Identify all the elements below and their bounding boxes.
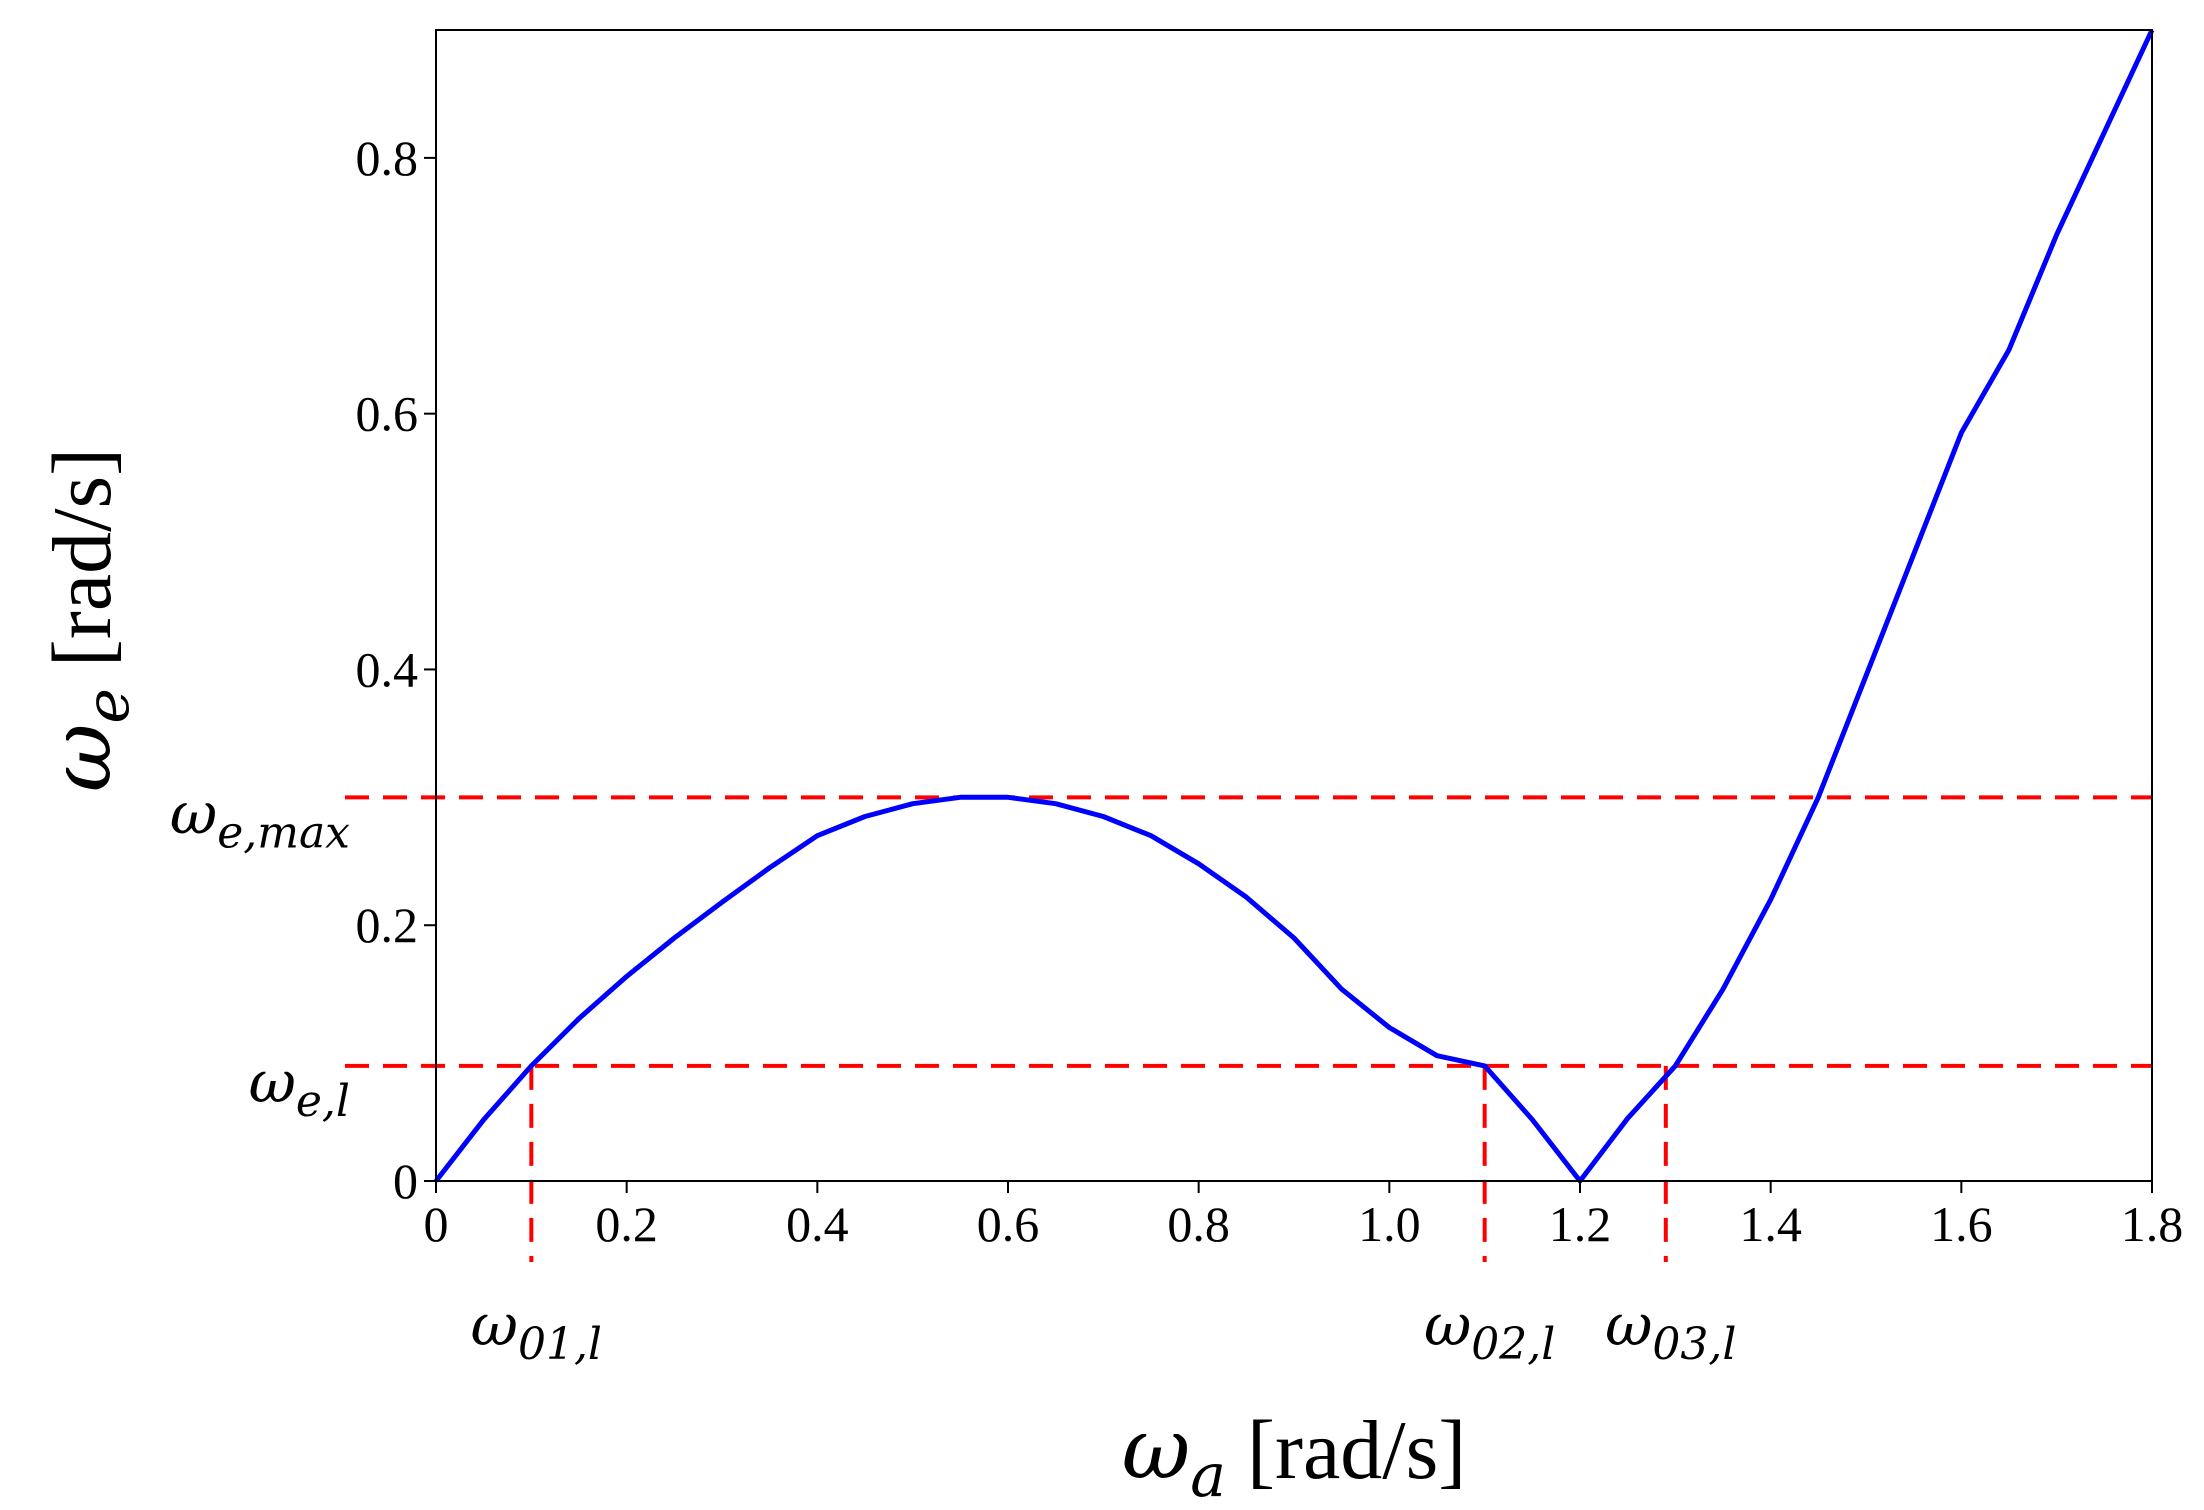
- x-tick-label: 0.4: [786, 1196, 849, 1252]
- series-line: [434, 28, 2155, 1184]
- y-tick-label: 0.4: [356, 641, 419, 697]
- plot-frame: [435, 29, 2153, 1182]
- x-tick-label: 1.2: [1549, 1196, 1612, 1252]
- x-tick-label: 0: [424, 1196, 449, 1252]
- x-tick-label: 0.2: [595, 1196, 658, 1252]
- reference-label: ωe,l: [249, 1048, 350, 1127]
- reference-label: ωe,max: [170, 779, 350, 858]
- y-tick-label: 0.6: [356, 386, 419, 442]
- y-tick-label: 0.2: [356, 897, 419, 953]
- x-axis-title: ωa [rad/s]: [1122, 1400, 1467, 1510]
- x-tick-label: 0.8: [1167, 1196, 1230, 1252]
- y-tick-label: 0.8: [356, 130, 419, 186]
- x-tick-label: 1.6: [1930, 1196, 1993, 1252]
- x-tick-label: 1.4: [1739, 1196, 1802, 1252]
- reference-label: ω03,l: [1605, 1291, 1736, 1370]
- reference-label: ω01,l: [471, 1291, 602, 1370]
- x-tick-label: 1.8: [2121, 1196, 2184, 1252]
- y-tick-label: 0: [393, 1153, 418, 1209]
- x-tick-label: 0.6: [977, 1196, 1040, 1252]
- reference-label: ω02,l: [1424, 1291, 1555, 1370]
- y-axis-title: ωe [rad/s]: [32, 448, 143, 792]
- x-tick-label: 1.0: [1358, 1196, 1421, 1252]
